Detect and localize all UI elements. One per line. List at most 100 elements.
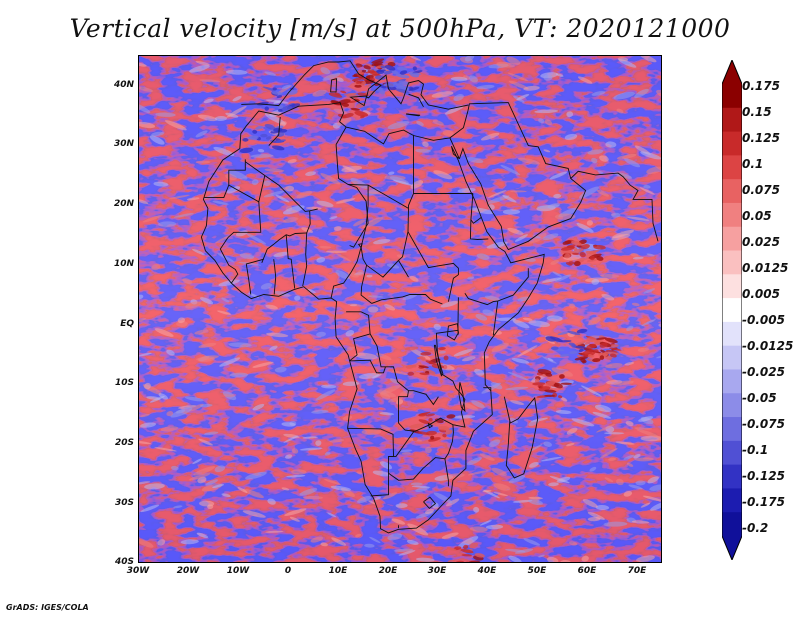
anomaly-cell (275, 194, 290, 203)
anomaly-cell (382, 492, 398, 500)
anomaly-cell (193, 466, 216, 476)
anomaly-cell (218, 279, 240, 287)
anomaly-cell (391, 518, 406, 525)
anomaly-cell (180, 539, 199, 545)
anomaly-cell (573, 260, 581, 267)
anomaly-cell (356, 471, 363, 475)
lake-kariba (427, 422, 434, 429)
anomaly-cell (245, 233, 267, 245)
anomaly-cell (650, 502, 661, 511)
anomaly-cell (579, 252, 586, 258)
anomaly-cell (189, 472, 211, 481)
colorbar-swatch (722, 440, 742, 466)
anomaly-cell (252, 403, 265, 411)
anomaly-cell (634, 88, 649, 99)
lat-label-10s: 10S (114, 378, 134, 388)
colorbar-label: -0.075 (742, 417, 785, 431)
anomaly-cell (428, 417, 433, 422)
anomaly-cell (453, 348, 474, 357)
anomaly-cell (425, 430, 437, 436)
anomaly-cell (433, 492, 453, 504)
anomaly-cell (367, 306, 379, 313)
anomaly-cell (217, 310, 232, 315)
anomaly-cell (505, 548, 526, 553)
anomaly-cell (251, 179, 259, 186)
country-border (335, 144, 357, 188)
anomaly-cell (569, 541, 578, 546)
anomaly-cell (616, 108, 624, 114)
anomaly-cell (514, 234, 528, 242)
anomaly-cell (637, 347, 650, 352)
anomaly-cell (331, 537, 347, 546)
anomaly-cell (635, 480, 646, 486)
anomaly-cell (438, 347, 446, 351)
anomaly-cell (387, 121, 410, 130)
anomaly-cell (415, 148, 431, 153)
colorbar-label: 0.125 (742, 131, 780, 145)
colorbar-swatch (722, 202, 742, 228)
anomaly-cell (364, 543, 375, 548)
country-border (469, 219, 489, 240)
country-border (227, 175, 266, 239)
anomaly-cell (591, 91, 606, 96)
anomaly-cell (487, 190, 507, 198)
anomaly-cell (642, 495, 661, 502)
anomaly-cell (388, 396, 404, 403)
anomaly-cell (406, 539, 419, 545)
anomaly-cell (194, 329, 209, 335)
anomaly-cell (305, 206, 322, 210)
anomaly-cell (555, 410, 572, 414)
country-border (285, 234, 296, 289)
anomaly-cell (596, 255, 604, 261)
anomaly-cell (509, 417, 518, 424)
anomaly-cell (625, 420, 634, 427)
anomaly-cell (523, 85, 540, 91)
anomaly-cell (221, 493, 231, 498)
anomaly-cell (542, 233, 559, 241)
colorbar-label: 0.0125 (742, 261, 789, 275)
anomaly-cell (510, 400, 525, 405)
colorbar-swatch (722, 179, 742, 204)
anomaly-cell (213, 146, 235, 157)
anomaly-cell (656, 354, 661, 359)
velocity-anomaly-layer (139, 56, 661, 562)
anomaly-cell (264, 71, 276, 76)
anomaly-cell (467, 560, 481, 562)
anomaly-cell (139, 539, 154, 548)
lake-victoria (446, 323, 459, 341)
anomaly-cell (281, 84, 291, 90)
anomaly-cell (616, 478, 624, 486)
anomaly-cell (508, 475, 526, 484)
anomaly-cell (442, 129, 454, 137)
country-border (444, 458, 449, 487)
anomaly-cell (608, 457, 616, 461)
anomaly-cell (264, 106, 269, 111)
anomaly-cell (506, 56, 521, 65)
anomaly-cell (245, 471, 267, 480)
anomaly-cell (155, 112, 176, 117)
colorbar-swatch (722, 155, 742, 180)
anomaly-cell (586, 343, 597, 350)
anomaly-cell (243, 488, 264, 499)
anomaly-cell (205, 479, 218, 486)
anomaly-cell (257, 148, 265, 153)
anomaly-cell (564, 133, 578, 141)
anomaly-cell (142, 214, 163, 223)
anomaly-cell (569, 303, 576, 309)
country-border (330, 247, 362, 299)
anomaly-cell (552, 271, 562, 277)
anomaly-cell (638, 416, 654, 422)
anomaly-cell (433, 170, 453, 180)
anomaly-cell (365, 70, 379, 74)
anomaly-cell (611, 233, 631, 241)
anomaly-cell (281, 422, 296, 427)
lat-label-30n: 30N (113, 139, 134, 149)
anomaly-cell (257, 101, 269, 106)
colorbar-swatch (722, 250, 742, 275)
anomaly-cell (301, 227, 314, 233)
aegean-coastline (408, 93, 424, 108)
anomaly-cell (376, 69, 385, 75)
anomaly-cell (571, 418, 595, 427)
colorbar-label: 0.025 (742, 235, 780, 249)
anomaly-cell (327, 512, 337, 518)
